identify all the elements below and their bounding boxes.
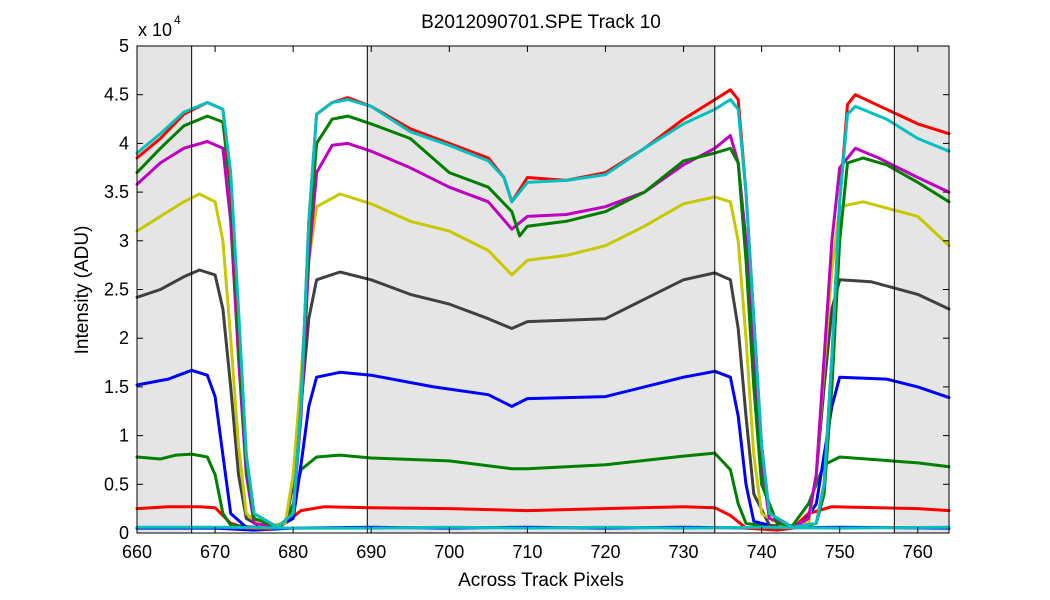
y-tick-label: 4 — [119, 133, 129, 153]
y-tick-label: 4.5 — [104, 85, 129, 105]
x-tick-label: 740 — [747, 542, 777, 562]
y-tick-label: 1.5 — [104, 377, 129, 397]
x-tick-label: 690 — [356, 542, 386, 562]
shaded-region-2 — [367, 46, 715, 533]
y-tick-label: 2.5 — [104, 280, 129, 300]
x-tick-label: 760 — [903, 542, 933, 562]
x-tick-label: 750 — [825, 542, 855, 562]
shaded-regions — [137, 46, 949, 533]
series-lines — [135, 88, 951, 532]
series-line-10 — [135, 98, 951, 529]
y-axis-title: Intensity (ADU) — [72, 226, 93, 355]
x-tick-label: 710 — [512, 542, 542, 562]
series-line-4 — [135, 368, 951, 529]
x-axis-title: Across Track Pixels — [458, 570, 624, 591]
y-tick-label: 2 — [119, 328, 129, 348]
y-multiplier-exponent: 4 — [174, 13, 181, 27]
reference-lines — [191, 46, 895, 533]
x-tick-label: 730 — [669, 542, 699, 562]
x-tick-label: 660 — [122, 542, 152, 562]
x-tick-label: 670 — [200, 542, 230, 562]
y-tick-label: 3.5 — [104, 182, 129, 202]
y-tick-label: 1 — [119, 426, 129, 446]
y-tick-label: 0.5 — [104, 474, 129, 494]
shaded-region-1 — [137, 46, 192, 533]
y-tick-label: 3 — [119, 231, 129, 251]
x-tick-label: 720 — [590, 542, 620, 562]
y-tick-label: 0 — [119, 523, 129, 543]
y-multiplier-label: x 10 — [138, 20, 172, 40]
axes: 660 670 680 690 700 710 720 730 740 750 760 0 0.5 1 1.… — [104, 36, 950, 562]
chart-title: B2012090701.SPE Track 10 — [421, 12, 661, 33]
x-tick-label: 680 — [278, 542, 308, 562]
y-tick-label: 5 — [119, 36, 129, 56]
series-line-11 — [135, 525, 951, 530]
x-tick-label: 700 — [434, 542, 464, 562]
